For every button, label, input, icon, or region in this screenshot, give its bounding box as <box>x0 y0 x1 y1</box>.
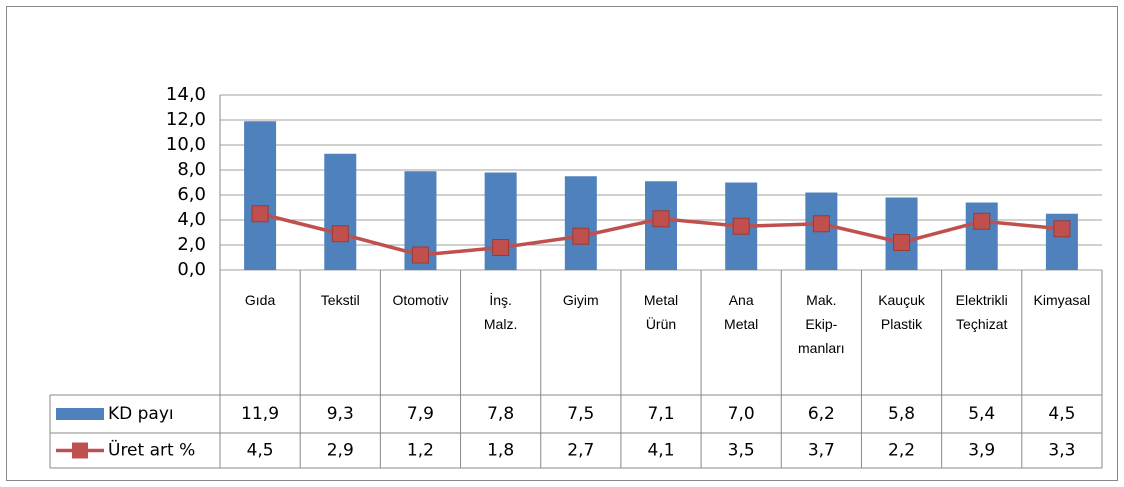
data-label: 6,2 <box>808 404 835 424</box>
marker <box>1053 220 1071 238</box>
y-tick-label: 6,0 <box>177 184 206 205</box>
marker <box>251 205 269 223</box>
data-label: 9,3 <box>327 404 354 424</box>
data-label: 1,2 <box>407 441 434 461</box>
y-tick-label: 4,0 <box>177 209 206 230</box>
bar <box>885 197 918 270</box>
data-label: 4,1 <box>647 441 674 461</box>
data-label: 2,7 <box>567 441 594 461</box>
marker <box>572 227 590 245</box>
data-label: 2,9 <box>327 441 354 461</box>
data-label: 7,8 <box>487 404 514 424</box>
marker <box>812 215 830 233</box>
marker <box>893 234 911 251</box>
x-tick-label: İnş. Malz. <box>483 292 518 332</box>
x-tick-label: Gıda <box>244 292 276 308</box>
data-label: 4,5 <box>1048 404 1075 424</box>
data-label: 7,9 <box>407 404 434 424</box>
marker <box>331 225 349 243</box>
y-tick-label: 2,0 <box>177 234 206 255</box>
data-label: 2,2 <box>888 441 915 461</box>
x-tick-label: Elektrikli Teçhizat <box>955 292 1008 332</box>
x-tick-label: Mak. Ekip- manları <box>798 292 845 356</box>
data-label: 11,9 <box>241 404 279 424</box>
chart-border <box>6 6 1118 481</box>
data-label: 4,5 <box>247 441 274 461</box>
marker <box>652 210 670 228</box>
data-label: 5,8 <box>888 404 915 424</box>
marker <box>492 239 510 256</box>
legend-label: KD payı <box>108 404 174 424</box>
data-label: 7,5 <box>567 404 594 424</box>
marker <box>973 212 991 230</box>
data-label: 3,7 <box>808 441 835 461</box>
y-tick-label: 0,0 <box>177 259 206 280</box>
marker <box>732 217 750 235</box>
bar <box>564 176 597 270</box>
x-tick-label: Kauçuk Plastik <box>878 292 925 332</box>
data-label: 5,4 <box>968 404 995 424</box>
data-label: 3,9 <box>968 441 995 461</box>
data-label: 3,3 <box>1048 441 1075 461</box>
data-label: 7,1 <box>647 404 674 424</box>
data-label: 7,0 <box>728 404 755 424</box>
y-tick-label: 10,0 <box>166 134 206 155</box>
x-tick-label: Metal Ürün <box>643 292 679 332</box>
data-label: 1,8 <box>487 441 514 461</box>
data-label: 3,5 <box>728 441 755 461</box>
y-tick-label: 12,0 <box>166 109 206 130</box>
bar <box>965 202 998 270</box>
x-tick-label: Kimyasal <box>1033 292 1091 308</box>
bar <box>324 153 357 270</box>
x-tick-label: Tekstil <box>320 292 360 308</box>
legend-label: Üret art % <box>108 439 195 461</box>
y-tick-label: 8,0 <box>177 159 206 180</box>
marker <box>411 246 429 264</box>
x-tick-label: Otomotiv <box>392 292 449 308</box>
y-tick-label: 14,0 <box>166 84 206 105</box>
legend-key <box>72 442 88 459</box>
x-tick-label: Ana Metal <box>724 292 759 332</box>
x-tick-label: Giyim <box>562 292 599 308</box>
bar <box>244 121 277 270</box>
legend-key <box>56 408 104 420</box>
